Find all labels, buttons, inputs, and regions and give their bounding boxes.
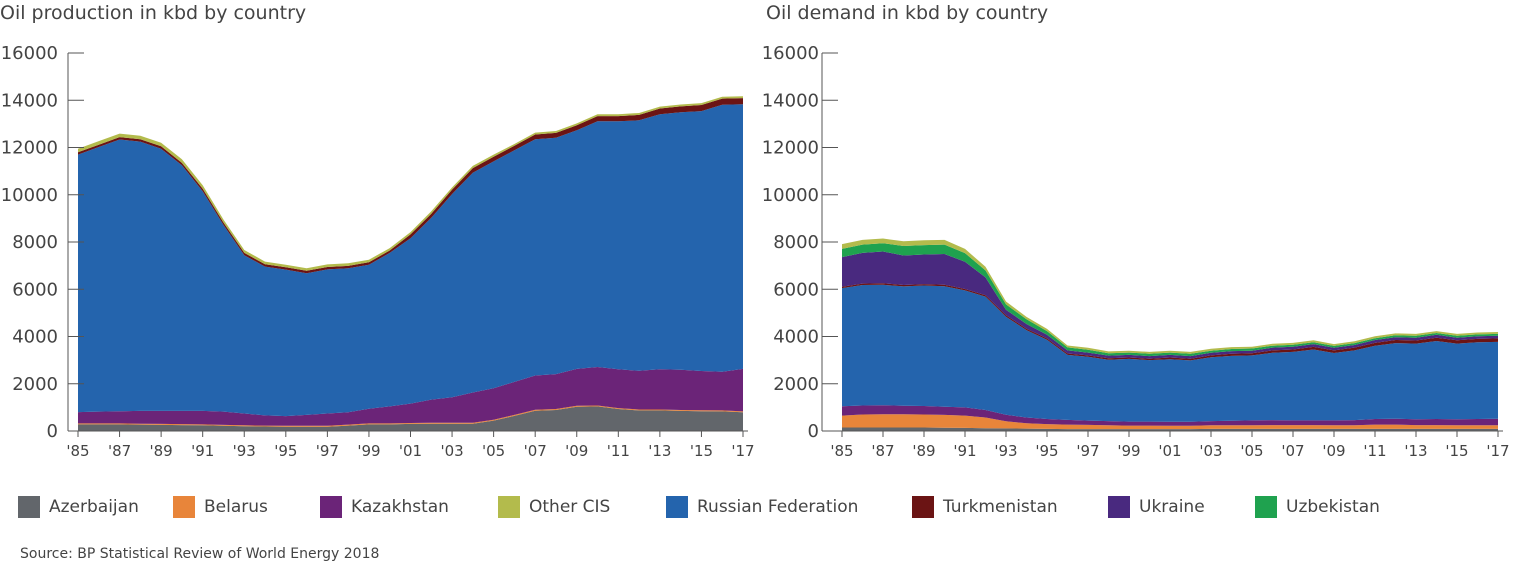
legend: Azerbaijan Belarus Kazakhstan Other CIS … [18,493,1498,523]
legend-label-ukraine: Ukraine [1139,497,1205,517]
production-chart-title: Oil production in kbd by country [0,2,306,24]
legend-item-russian-federation: Russian Federation [666,493,858,521]
legend-swatch-other-cis [498,496,520,518]
production-x-tick-label: '11 [607,442,630,460]
demand-y-tick-label: 12000 [762,138,819,159]
legend-label-kazakhstan: Kazakhstan [351,497,449,517]
demand-y-tick-label: 2000 [773,374,819,395]
production-y-tick-label: 4000 [12,327,58,348]
demand-x-tick-label: '87 [871,442,894,460]
demand-area-uzbekistan [842,243,1498,357]
production-x-tick-label: '17 [731,442,754,460]
production-y-tick-label: 0 [47,421,58,442]
demand-y-tick-label: 4000 [773,327,819,348]
demand-x-tick-label: '95 [1035,442,1058,460]
source-note: Source: BP Statistical Review of World E… [20,546,380,562]
demand-x-tick-label: '09 [1322,442,1345,460]
demand-x-tick-label: '99 [1117,442,1140,460]
production-x-tick-label: '85 [66,442,89,460]
demand-x-tick-label: '91 [953,442,976,460]
production-y-tick-label: 8000 [12,232,58,253]
legend-item-ukraine: Ukraine [1108,493,1205,521]
production-y-tick-label: 16000 [1,43,58,64]
legend-swatch-azerbaijan [18,496,40,518]
production-area-belarus [78,405,743,427]
production-x-tick-label: '97 [316,442,339,460]
legend-swatch-uzbekistan [1255,496,1277,518]
legend-item-turkmenistan: Turkmenistan [912,493,1058,521]
production-x-tick-label: '15 [690,442,713,460]
demand-x-tick-label: '15 [1445,442,1468,460]
legend-label-turkmenistan: Turkmenistan [943,497,1058,517]
legend-swatch-ukraine [1108,496,1130,518]
demand-x-tick-label: '13 [1404,442,1427,460]
legend-swatch-kazakhstan [320,496,342,518]
legend-label-uzbekistan: Uzbekistan [1286,497,1380,517]
legend-swatch-belarus [173,496,195,518]
production-chart: 0 2000 4000 6000 8000 10000 12000 14000 16000 '85… [1,43,755,460]
demand-x-tick-label: '07 [1281,442,1304,460]
legend-item-azerbaijan: Azerbaijan [18,493,139,521]
demand-area-kazakhstan [842,405,1498,426]
demand-y-tick-label: 6000 [773,279,819,300]
legend-swatch-russian-federation [666,496,688,518]
production-area-russian-federation [78,104,743,417]
legend-label-belarus: Belarus [204,497,268,517]
demand-x-tick-label: '05 [1240,442,1263,460]
demand-x-tick-label: '97 [1076,442,1099,460]
production-y-tick-label: 6000 [12,279,58,300]
demand-area-belarus [842,414,1498,430]
production-x-tick-label: '91 [191,442,214,460]
production-x-tick-label: '95 [274,442,297,460]
legend-label-russian-federation: Russian Federation [697,497,859,517]
demand-y-tick-label: 8000 [773,232,819,253]
production-x-tick-label: '03 [440,442,463,460]
legend-item-belarus: Belarus [173,493,268,521]
demand-y-tick-label: 0 [808,421,819,442]
production-y-tick-label: 2000 [12,374,58,395]
production-x-tick-label: '89 [150,442,173,460]
legend-item-other-cis: Other CIS [498,493,610,521]
demand-y-tick-label: 16000 [762,43,819,64]
demand-area-azerbaijan [842,427,1498,431]
production-area-kazakhstan [78,367,743,426]
production-y-tick-label: 14000 [1,90,58,111]
legend-label-other-cis: Other CIS [529,497,611,517]
demand-x-tick-label: '85 [830,442,853,460]
demand-x-tick-label: '01 [1158,442,1181,460]
legend-item-kazakhstan: Kazakhstan [320,493,449,521]
production-area-turkmenistan [78,98,743,274]
production-y-tick-label: 10000 [1,185,58,206]
demand-x-tick-label: '17 [1486,442,1509,460]
demand-x-tick-label: '11 [1363,442,1386,460]
production-x-tick-label: '13 [648,442,671,460]
production-x-tick-label: '09 [565,442,588,460]
demand-x-tick-label: '93 [994,442,1017,460]
demand-chart-title: Oil demand in kbd by country [766,2,1048,24]
production-x-tick-label: '05 [482,442,505,460]
demand-area-ukraine [842,251,1498,359]
demand-x-tick-label: '89 [912,442,935,460]
legend-label-azerbaijan: Azerbaijan [49,497,139,517]
production-x-tick-label: '87 [108,442,131,460]
demand-chart: 0 2000 4000 6000 8000 10000 12000 14000 16000 '85… [762,43,1510,460]
demand-y-tick-label: 14000 [762,90,819,111]
production-area-azerbaijan [78,406,743,431]
production-y-tick-label: 12000 [1,138,58,159]
production-x-tick-label: '99 [357,442,380,460]
production-x-tick-label: '93 [233,442,256,460]
production-x-tick-label: '01 [399,442,422,460]
production-x-tick-label: '07 [524,442,547,460]
legend-swatch-turkmenistan [912,496,934,518]
legend-item-uzbekistan: Uzbekistan [1255,493,1380,521]
demand-y-tick-label: 10000 [762,185,819,206]
demand-area-russian-federation [842,284,1498,422]
demand-x-tick-label: '03 [1199,442,1222,460]
